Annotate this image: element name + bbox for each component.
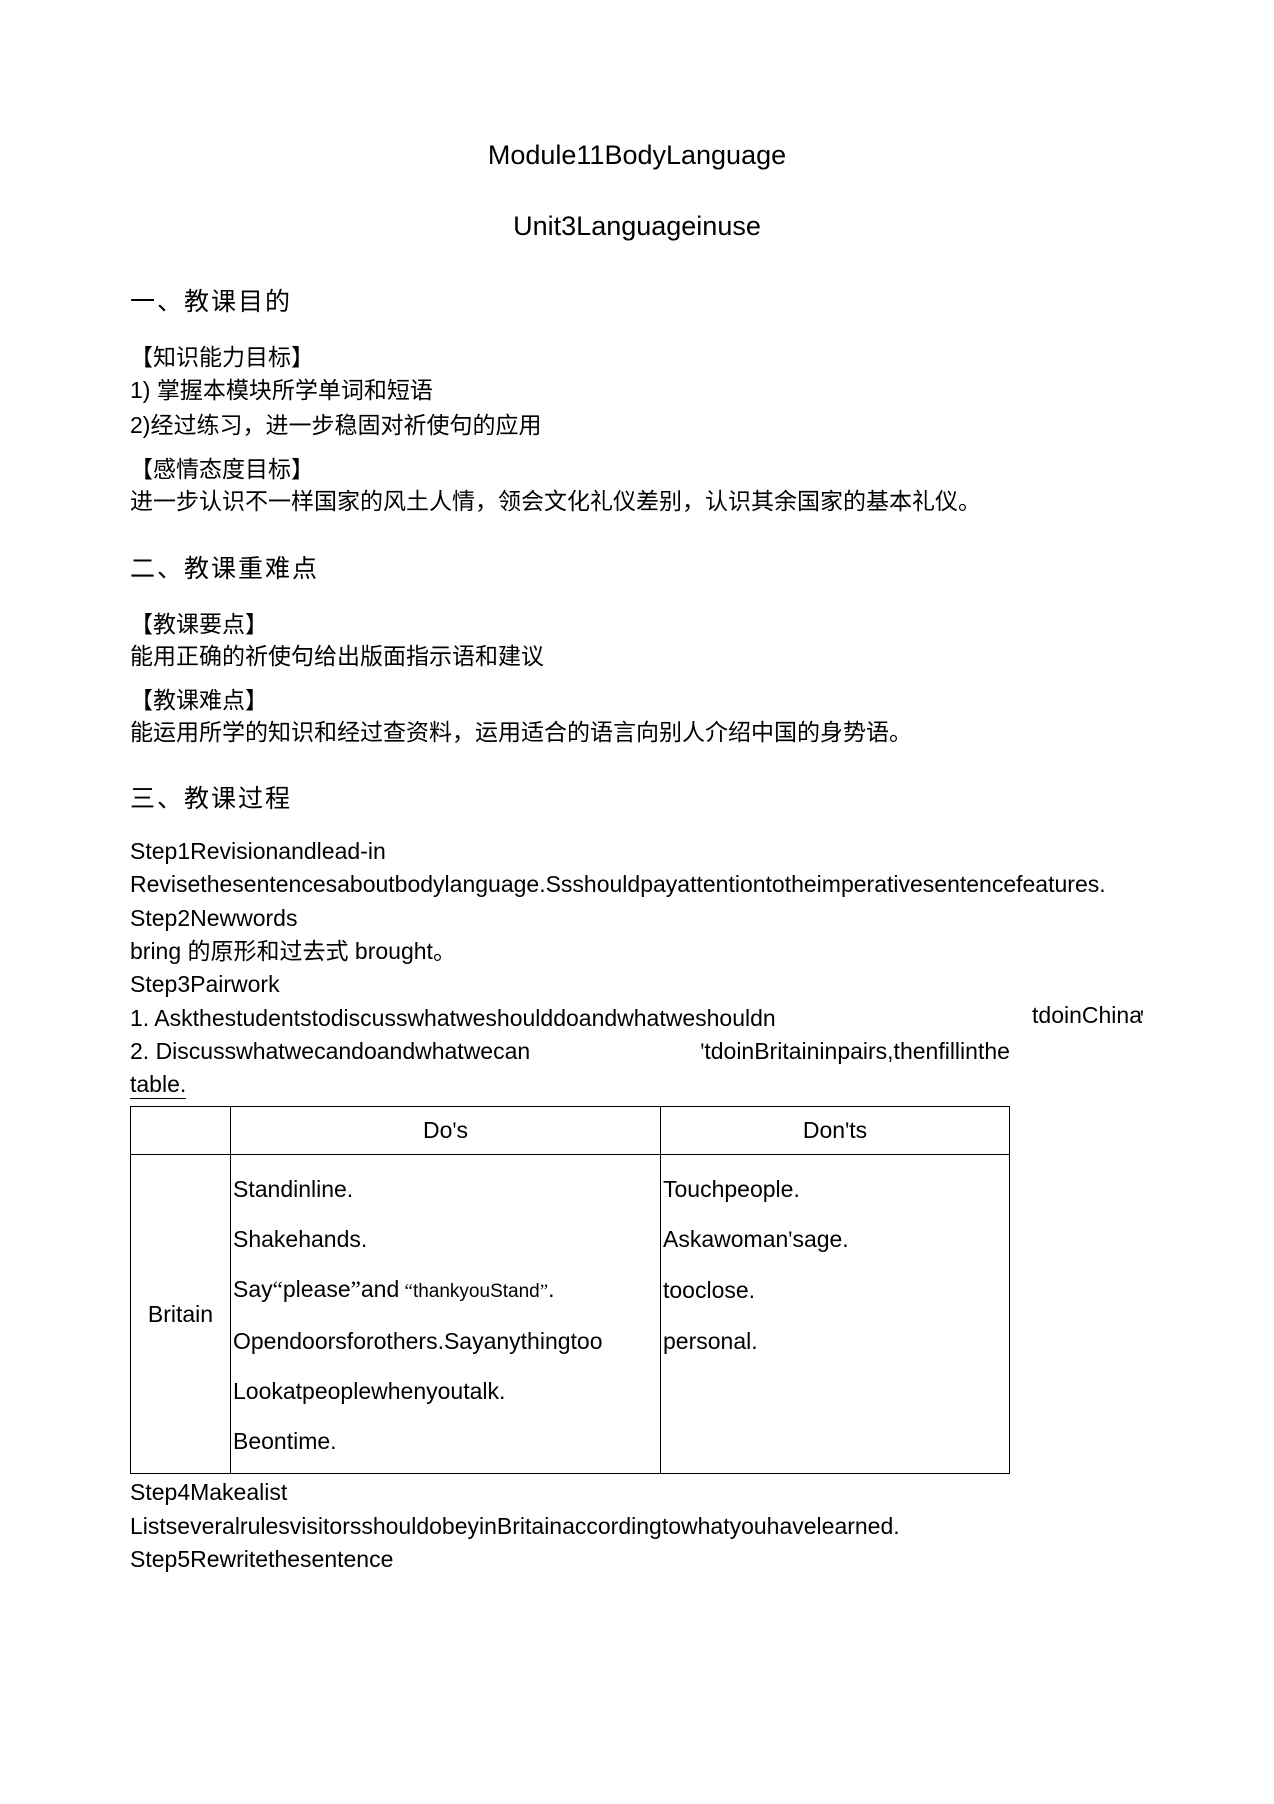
section-3-heading: 三、教课过程 bbox=[130, 779, 1144, 815]
table-dont-cell: Touchpeople. Askawoman'sage. tooclose. p… bbox=[661, 1154, 1010, 1474]
do-item: Lookatpeoplewhenyoutalk. bbox=[233, 1367, 658, 1415]
step4-title: Step4Makealist bbox=[130, 1476, 1144, 1509]
step5-title: Step5Rewritethesentence bbox=[130, 1543, 1144, 1576]
spacer bbox=[530, 1035, 700, 1068]
dont-item: Askawoman'sage. bbox=[663, 1215, 1007, 1264]
difficulty-heading: 【教课难点】 bbox=[130, 681, 1144, 715]
rules-table: Do's Don'ts Britain Standinline. Shakeha… bbox=[130, 1106, 1010, 1475]
thankyou-word: thankyouStand bbox=[413, 1281, 540, 1302]
dont-label: Don bbox=[803, 1117, 845, 1143]
and-word: and bbox=[361, 1276, 399, 1302]
list-text: 经过练习，进一步稳固对祈使句的应用 bbox=[150, 413, 541, 438]
table-header-empty bbox=[131, 1106, 231, 1154]
say-word: Say bbox=[233, 1276, 273, 1302]
list-number: 2) bbox=[130, 412, 150, 438]
table-header-row: Do's Don'ts bbox=[131, 1106, 1010, 1154]
step2-text: bring 的原形和过去式 brought。 bbox=[130, 935, 1144, 968]
difficulty-text: 能运用所学的知识和经过查资料，运用适合的语言向别人介绍中国的身势语。 bbox=[130, 717, 1144, 749]
knowledge-item-1: 1) 掌握本模块所学单词和短语 bbox=[130, 374, 1144, 407]
list-text: 掌握本模块所学单词和短语 bbox=[157, 378, 433, 403]
dont-item: personal. bbox=[663, 1317, 1007, 1365]
step3-item1-overflow: tdoinChina bbox=[1032, 1002, 1142, 1029]
do-item: Say“please”and “thankyouStand”. bbox=[233, 1265, 658, 1314]
close-quote: ” bbox=[540, 1281, 548, 1302]
bring-desc: 的原形和过去式 bbox=[188, 939, 349, 964]
step4-text: ListseveralrulesvisitorsshouldobeyinBrit… bbox=[130, 1510, 1144, 1543]
step2-title: Step2Newwords bbox=[130, 902, 1144, 935]
ask-woman: Askawoman bbox=[663, 1226, 788, 1252]
step3-item1-row: 1. Askthestudentstodiscusswhatweshoulddo… bbox=[130, 1002, 1144, 1035]
step3-item2-left: 2. Discusswhatwecandoandwhatwecan bbox=[130, 1035, 530, 1068]
table-country-cell: Britain bbox=[131, 1154, 231, 1474]
attitude-objective-heading: 【感情态度目标】 bbox=[130, 450, 1144, 484]
table-row: Britain Standinline. Shakehands. Say“ple… bbox=[131, 1154, 1010, 1474]
step3-item2-row: 2. Discusswhatwecandoandwhatwecan ' tdoi… bbox=[130, 1035, 1144, 1068]
knowledge-objective-heading: 【知识能力目标】 bbox=[130, 338, 1144, 372]
step3-table-word: table. bbox=[130, 1068, 1144, 1101]
do-label: Do bbox=[423, 1117, 452, 1143]
dont-item: tooclose. bbox=[663, 1266, 1007, 1314]
step3-item2-mid: tdoinBritaininpairs,thenfillinthe bbox=[704, 1035, 1010, 1068]
do-item: Standinline. bbox=[233, 1165, 658, 1213]
keypoint-text: 能用正确的祈使句给出版面指示语和建议 bbox=[130, 641, 1144, 673]
keypoint-heading: 【教课要点】 bbox=[130, 605, 1144, 639]
knowledge-item-2: 2)经过练习，进一步稳固对祈使句的应用 bbox=[130, 409, 1144, 442]
module-title: Module11BodyLanguage bbox=[130, 140, 1144, 171]
period: 。 bbox=[433, 939, 456, 964]
brought-word: brought bbox=[349, 938, 433, 964]
bring-word: bring bbox=[130, 938, 188, 964]
table-header-dont: Don'ts bbox=[661, 1106, 1010, 1154]
step1-title: Step1Revisionandlead-in bbox=[130, 835, 1144, 868]
table-underlined: table. bbox=[130, 1071, 186, 1099]
do-item: Opendoorsforothers.Sayanythingtoo bbox=[233, 1317, 658, 1365]
step3-item1-left: 1. Askthestudentstodiscusswhatweshoulddo… bbox=[130, 1002, 776, 1035]
do-item: Beontime. bbox=[233, 1417, 658, 1465]
please-word: please bbox=[283, 1276, 351, 1302]
unit-title: Unit3Languageinuse bbox=[130, 211, 1144, 242]
table-header-do: Do's bbox=[231, 1106, 661, 1154]
list-number: 1) bbox=[130, 377, 157, 403]
do-item: Shakehands. bbox=[233, 1215, 658, 1263]
section-2-heading: 二、教课重难点 bbox=[130, 549, 1144, 585]
sage: sage. bbox=[792, 1226, 848, 1252]
open-quote: “ bbox=[273, 1277, 283, 1302]
step3-title: Step3Pairwork bbox=[130, 968, 1144, 1001]
step1-text: Revisethesentencesaboutbodylanguage.Sssh… bbox=[130, 868, 1144, 901]
table-do-cell: Standinline. Shakehands. Say“please”and … bbox=[231, 1154, 661, 1474]
s-suffix: s bbox=[457, 1117, 469, 1143]
close-quote: ” bbox=[351, 1277, 361, 1302]
attitude-text: 进一步认识不一样国家的风土人情，领会文化礼仪差别，认识其余国家的基本礼仪。 bbox=[130, 486, 1144, 518]
open-quote: “ bbox=[405, 1281, 413, 1302]
dont-item: Touchpeople. bbox=[663, 1165, 1007, 1213]
section-1-heading: 一、教课目的 bbox=[130, 282, 1144, 318]
page: Module11BodyLanguage Unit3Languageinuse … bbox=[0, 0, 1274, 1677]
dot: . bbox=[548, 1276, 554, 1302]
ts-suffix: ts bbox=[849, 1117, 867, 1143]
